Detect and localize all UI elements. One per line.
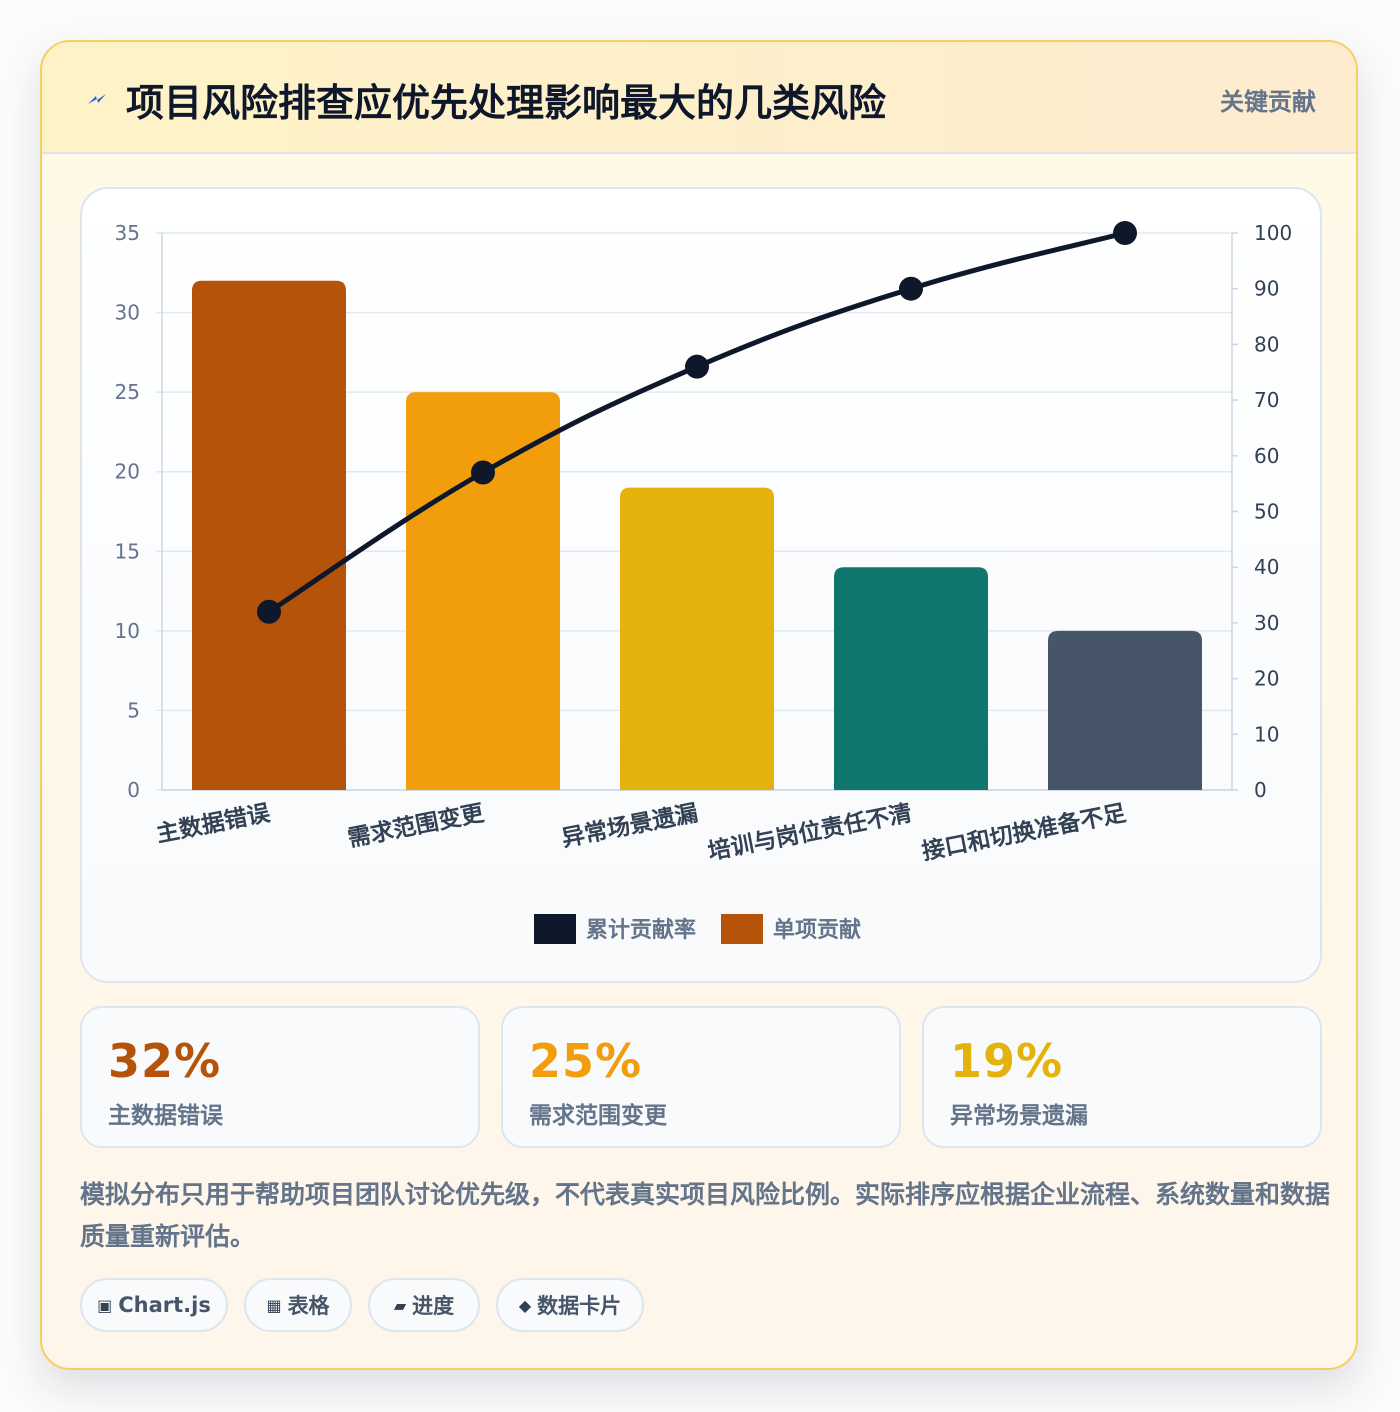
cumulative-point bbox=[899, 276, 923, 301]
diamond-icon: ◆ bbox=[518, 1295, 532, 1315]
stat-card: 19% 异常场景遗漏 bbox=[922, 1006, 1322, 1148]
legend-swatch bbox=[534, 914, 576, 944]
x-category-label: 主数据错误 bbox=[154, 799, 273, 848]
y-right-tick-label: 0 bbox=[1254, 778, 1267, 802]
legend-label: 单项贡献 bbox=[773, 917, 861, 943]
y-right-tick-label: 40 bbox=[1254, 555, 1279, 579]
y-right-tick-label: 50 bbox=[1254, 500, 1279, 524]
legend-swatch bbox=[721, 914, 763, 944]
bar bbox=[406, 392, 560, 790]
tag-data-card[interactable]: ◆ 数据卡片 bbox=[496, 1278, 644, 1332]
stat-label: 需求范围变更 bbox=[529, 1103, 667, 1129]
stat-value: 32% bbox=[108, 1034, 222, 1088]
y-left-tick-label: 10 bbox=[115, 619, 140, 643]
chart-square-icon: ▣ bbox=[97, 1295, 113, 1315]
bar bbox=[192, 280, 346, 790]
y-right-tick-label: 80 bbox=[1254, 332, 1279, 356]
y-left-tick-label: 15 bbox=[115, 539, 140, 563]
y-right-tick-label: 70 bbox=[1254, 388, 1279, 412]
y-left-tick-label: 30 bbox=[115, 301, 140, 325]
stat-value: 19% bbox=[950, 1034, 1064, 1088]
stat-card: 32% 主数据错误 bbox=[80, 1006, 480, 1148]
tag-label: 表格 bbox=[287, 1294, 330, 1318]
x-category-label: 接口和切换准备不足 bbox=[920, 799, 1128, 865]
y-left-tick-label: 20 bbox=[115, 460, 140, 484]
y-left-tick-label: 35 bbox=[115, 221, 140, 245]
stat-card: 25% 需求范围变更 bbox=[501, 1006, 901, 1148]
cumulative-point bbox=[1113, 221, 1137, 245]
tag-label: 数据卡片 bbox=[537, 1294, 622, 1318]
y-right-tick-label: 100 bbox=[1254, 221, 1292, 245]
x-category-label: 异常场景遗漏 bbox=[560, 800, 700, 852]
x-category-label: 需求范围变更 bbox=[346, 799, 488, 852]
stat-label: 主数据错误 bbox=[108, 1103, 223, 1129]
stat-cards: 32% 主数据错误 25% 需求范围变更 19% 异常场景遗漏 bbox=[80, 1006, 1322, 1148]
lightning-icon bbox=[88, 94, 106, 104]
bar bbox=[620, 487, 774, 790]
bar bbox=[1048, 630, 1202, 790]
card-header: 项目风险排查应优先处理影响最大的几类风险 关键贡献 bbox=[42, 42, 1356, 154]
y-right-tick-label: 90 bbox=[1254, 277, 1279, 301]
y-right-tick-label: 20 bbox=[1254, 667, 1279, 691]
tag-chartjs[interactable]: ▣ Chart.js bbox=[80, 1278, 228, 1332]
stat-label: 异常场景遗漏 bbox=[950, 1103, 1088, 1129]
progress-bar-icon: ▰ bbox=[393, 1295, 407, 1315]
tag-table[interactable]: ▦ 表格 bbox=[244, 1278, 352, 1332]
cumulative-point bbox=[471, 460, 495, 485]
disclaimer-note: 模拟分布只用于帮助项目团队讨论优先级，不代表真实项目风险比例。实际排序应根据企业… bbox=[80, 1180, 1331, 1251]
chart-canvas: 0 5 10 15 20 25 30 35 0 10 20 30 40 50 60 70 80 90 100 主数据错… bbox=[115, 221, 1292, 944]
tag-label: 进度 bbox=[412, 1294, 455, 1318]
y-left-tick-label: 5 bbox=[127, 698, 140, 722]
legend-label: 累计贡献率 bbox=[586, 917, 696, 943]
y-left-tick-label: 0 bbox=[127, 778, 140, 802]
key-contribution-badge: 关键贡献 bbox=[1220, 88, 1316, 116]
tag-label: Chart.js bbox=[118, 1293, 211, 1317]
tag-progress[interactable]: ▰ 进度 bbox=[368, 1278, 480, 1332]
y-left-tick-label: 25 bbox=[115, 380, 140, 404]
cumulative-point bbox=[685, 354, 709, 379]
bar bbox=[834, 567, 988, 790]
y-right-tick-label: 60 bbox=[1254, 444, 1279, 468]
stat-value: 25% bbox=[529, 1034, 643, 1088]
y-right-tick-label: 30 bbox=[1254, 611, 1279, 635]
report-card: 项目风险排查应优先处理影响最大的几类风险 关键贡献 0 5 10 15 20 25 30 35… bbox=[40, 40, 1358, 1370]
table-grid-icon: ▦ bbox=[266, 1295, 282, 1315]
page-title: 项目风险排查应优先处理影响最大的几类风险 bbox=[126, 81, 887, 125]
x-category-label: 培训与岗位责任不清 bbox=[706, 799, 914, 865]
y-right-tick-label: 10 bbox=[1254, 722, 1279, 746]
cumulative-point bbox=[257, 599, 281, 624]
pareto-chart: 0 5 10 15 20 25 30 35 0 10 20 30 40 50 60 70 80 90 100 主数据错… bbox=[80, 187, 1322, 983]
